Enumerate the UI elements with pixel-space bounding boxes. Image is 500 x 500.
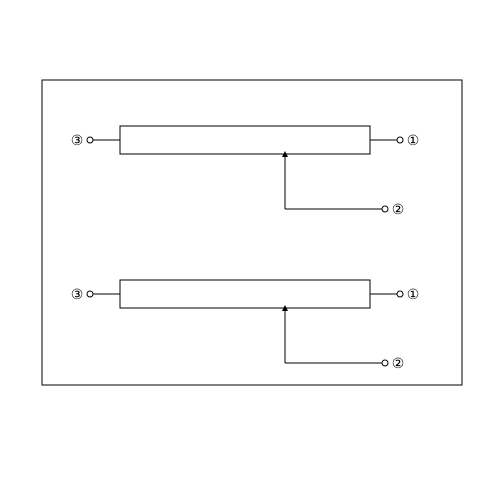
terminal-wiper-1: [382, 360, 388, 366]
terminal-label-wiper-1: ②: [392, 355, 405, 371]
terminal-label-right-1: ①: [407, 286, 420, 302]
terminal-label-left-1: ③: [71, 286, 84, 302]
potentiometer-diagram: ③ ① ② ③ ① ②: [0, 0, 500, 500]
terminal-wiper-0: [382, 206, 388, 212]
terminal-right-0: [397, 137, 403, 143]
terminal-right-1: [397, 291, 403, 297]
terminal-label-right-0: ①: [407, 132, 420, 148]
pot-bar-1: [120, 280, 370, 308]
terminal-left-1: [87, 291, 93, 297]
terminal-label-wiper-0: ②: [392, 201, 405, 217]
terminal-left-0: [87, 137, 93, 143]
pot-bar-0: [120, 126, 370, 154]
terminal-label-left-0: ③: [71, 132, 84, 148]
